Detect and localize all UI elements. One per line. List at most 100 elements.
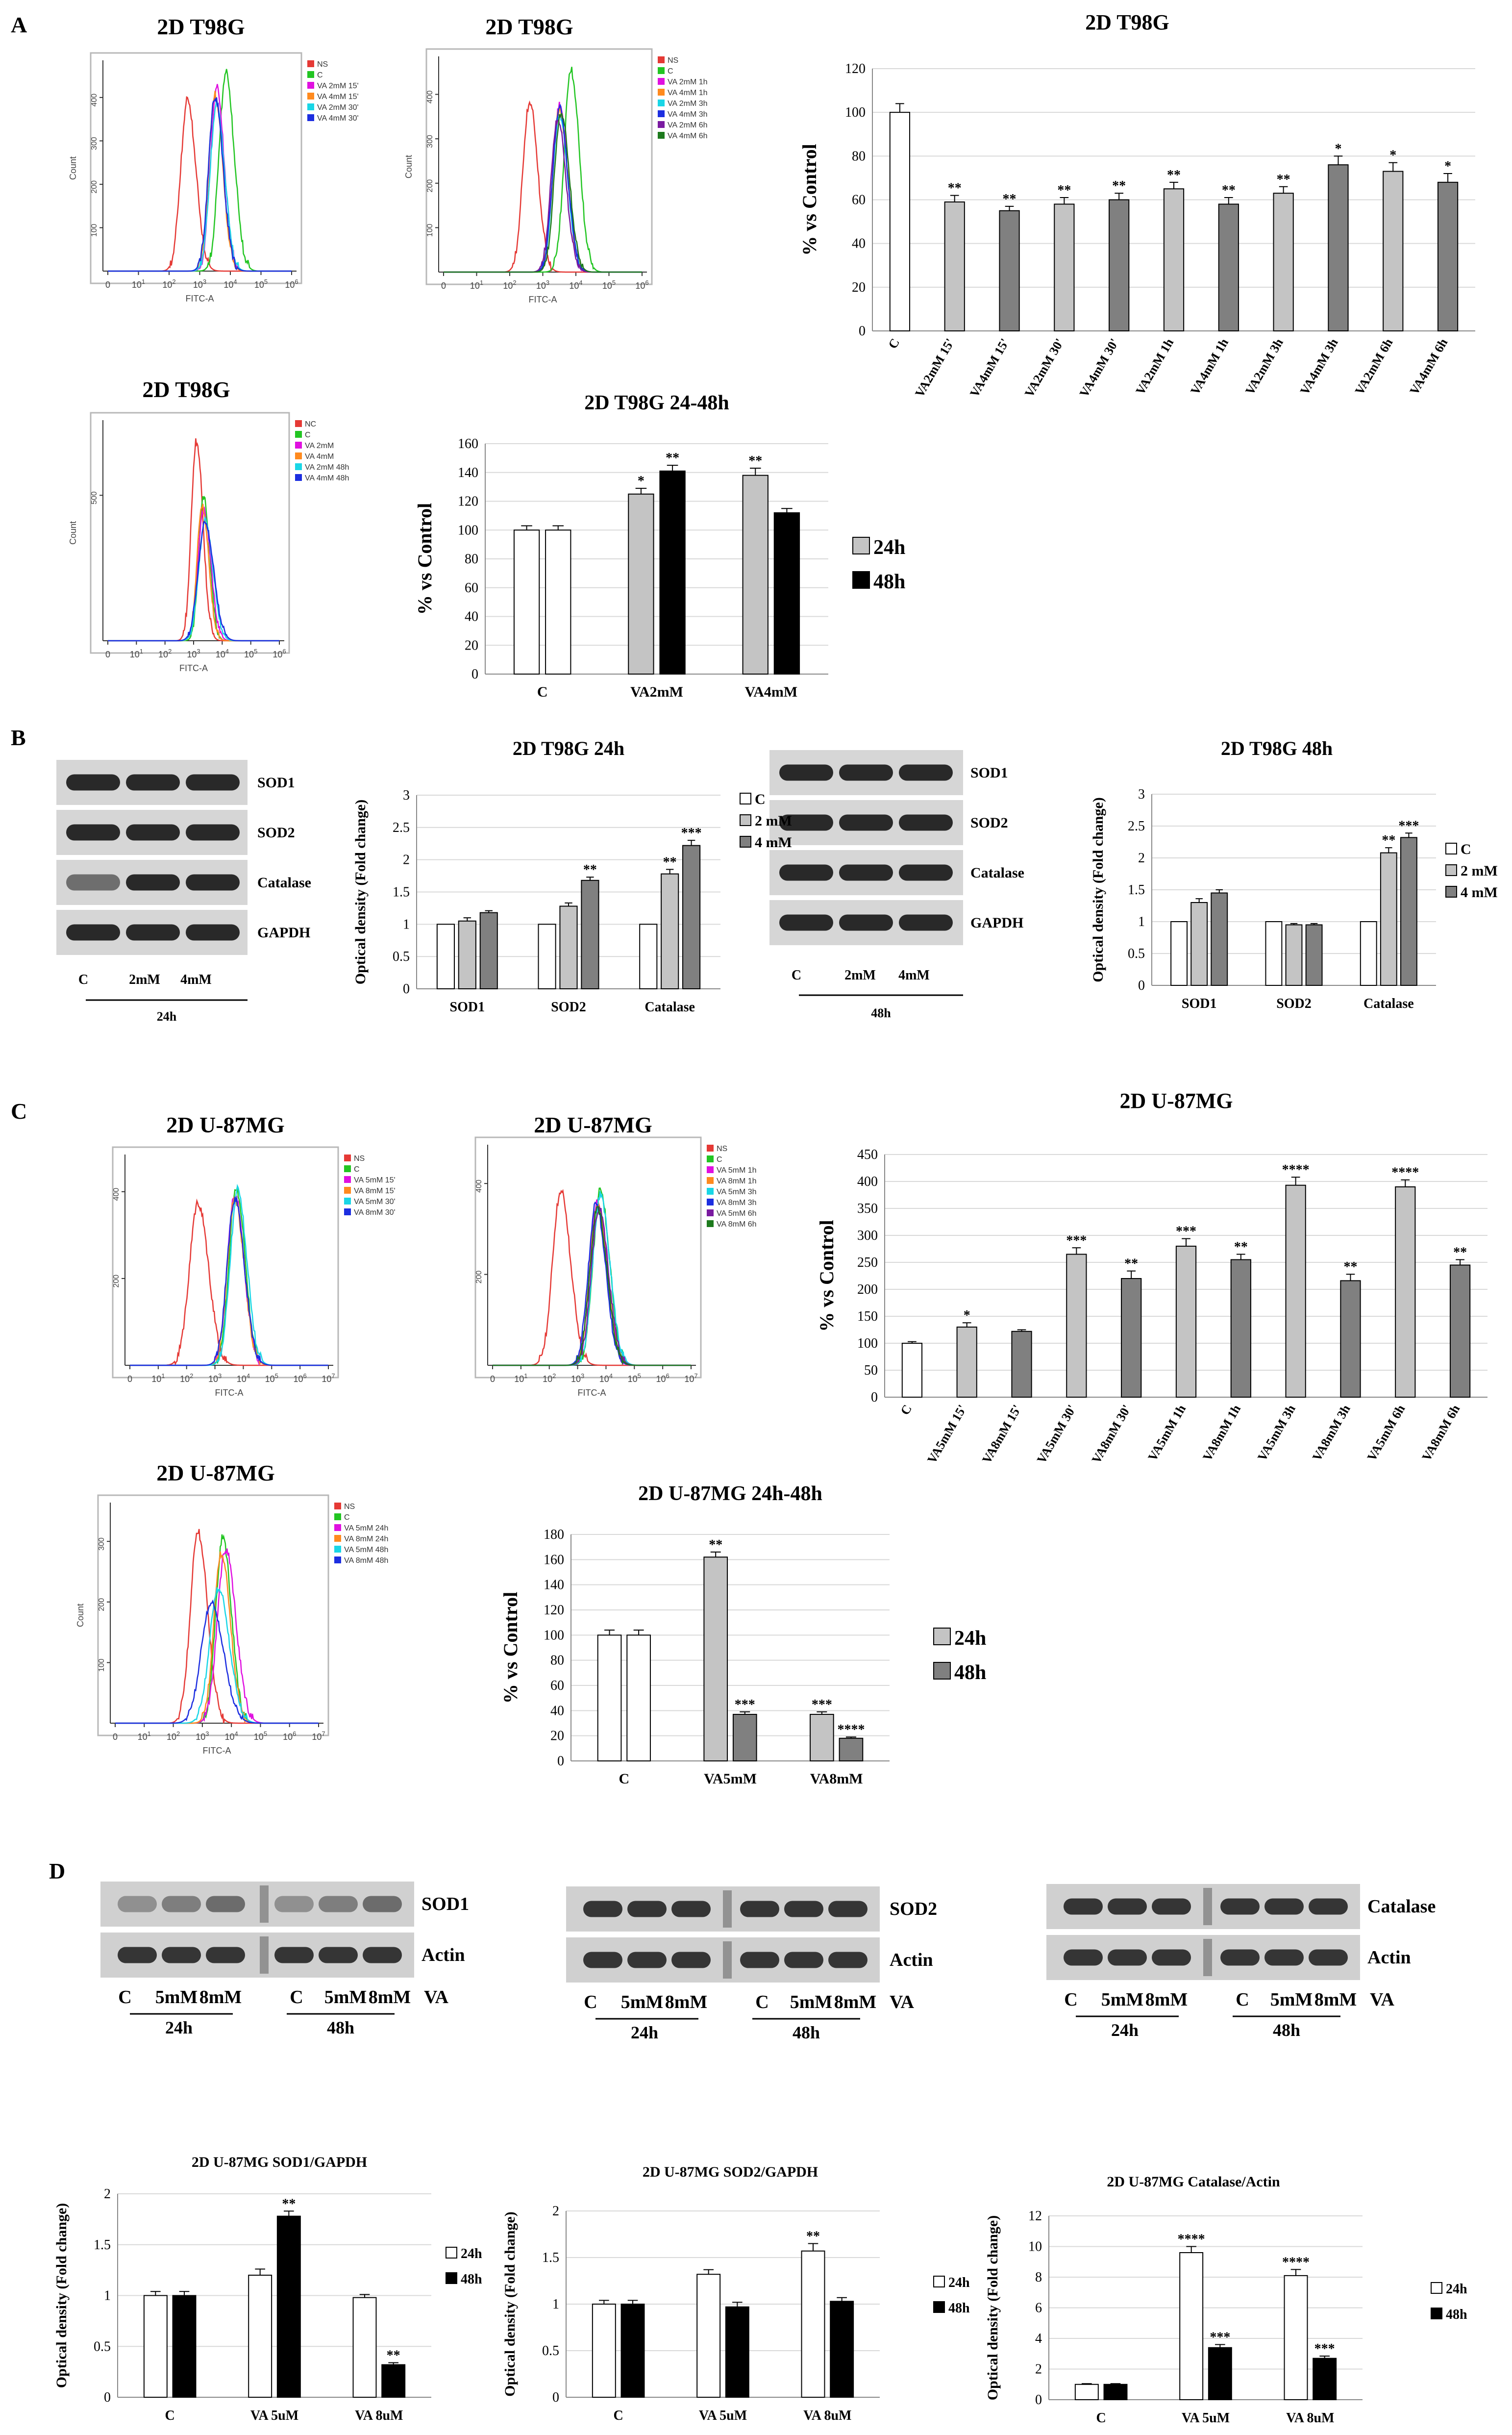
y-tick-label: 60 — [465, 580, 478, 596]
x-tick-exponent: 4 — [247, 1372, 250, 1380]
x-tick-exponent: 7 — [331, 1372, 335, 1380]
y-tick-label: 80 — [465, 552, 478, 567]
bar-1 — [901, 1343, 923, 1398]
y-tick-label: 40 — [550, 1703, 564, 1718]
legend-swatch — [307, 103, 314, 110]
legend-swatch — [295, 420, 302, 427]
y-axis-label: Count — [75, 1604, 85, 1627]
legend-label: 48h — [948, 2301, 970, 2316]
y-tick-label: 1 — [104, 2288, 111, 2304]
y-axis-label: % vs Control — [499, 1592, 521, 1704]
legend-swatch — [658, 56, 665, 63]
x-tick-label: SOD1 — [1182, 996, 1217, 1011]
y-tick-label: 4 — [1035, 2331, 1042, 2346]
legend-label: VA 5mM 15' — [354, 1176, 396, 1184]
legend-swatch — [334, 1513, 341, 1520]
legend-label: NS — [344, 1503, 355, 1511]
blot-band — [1064, 1949, 1103, 1966]
blot-row-label: SOD2 — [970, 815, 1008, 831]
y-axis-label: Optical density (Fold change) — [502, 2211, 518, 2397]
legend-label: VA 4mM 6h — [668, 132, 708, 140]
y-tick-label: 3 — [403, 788, 410, 803]
plot-frame — [90, 412, 290, 654]
y-axis-label: % vs Control — [414, 503, 436, 615]
blot-lane-label: 8mM — [199, 1987, 242, 2008]
chart-title: 2D U-87MG Catalase/Actin — [1107, 2174, 1280, 2190]
legend-label: NS — [317, 60, 328, 69]
blot-lane-label: C — [290, 1987, 303, 2008]
legend-swatch — [658, 100, 665, 106]
chart-title: 2D U-87MG SOD2/GAPDH — [643, 2164, 818, 2180]
chart-title: 2D U-87MG 24h-48h — [638, 1482, 822, 1505]
legend-swatch — [295, 431, 302, 438]
legend-label: VA 4mM 3h — [668, 110, 708, 119]
bar-2mM-1 — [458, 920, 476, 989]
blot-time-label: 48h — [871, 1006, 891, 1020]
chart-title: 2D T98G 24-48h — [584, 392, 729, 414]
legend-label: VA 2mM 48h — [305, 463, 349, 472]
legend-swatch — [446, 2272, 457, 2284]
x-tick-exponent: 2 — [176, 1730, 180, 1737]
bar-6 — [1175, 1246, 1197, 1398]
blot-row-label: Actin — [1367, 1947, 1411, 1968]
bar-2 — [956, 1327, 977, 1398]
bar-24h-2 — [1179, 2252, 1204, 2400]
significance-marker: *** — [1398, 818, 1419, 833]
x-tick-label: 105 — [602, 279, 616, 291]
x-tick-exponent: 4 — [609, 1372, 613, 1380]
x-tick-label: C — [619, 1771, 629, 1787]
blot-band — [319, 1947, 358, 1963]
y-tick-label: 1.5 — [542, 2250, 559, 2265]
bar-11 — [1437, 181, 1459, 331]
chart-b1: 2D T98G 24h 0 0.5 1 1.5 2 2.5 3 Optical density … — [352, 737, 792, 1015]
legend-label: VA 8mM 24h — [344, 1535, 388, 1543]
y-tick-label: 100 — [98, 1658, 106, 1672]
y-tick-label: 0 — [859, 324, 866, 339]
blot-row-label: Actin — [890, 1950, 933, 1970]
legend-label: VA 8mM 1h — [717, 1177, 757, 1185]
legend-swatch — [933, 2301, 945, 2313]
x-axis-label: FITC-A — [186, 294, 214, 303]
bar-2mM-2 — [559, 905, 578, 990]
significance-marker: * — [1444, 159, 1451, 174]
significance-marker: **** — [1391, 1165, 1419, 1180]
y-tick-label: 0 — [403, 981, 410, 997]
y-tick-label: 200 — [475, 1270, 483, 1283]
blot-band — [186, 924, 240, 941]
x-tick-label: 0 — [105, 280, 110, 290]
bar-4mM-1 — [479, 912, 498, 989]
histogram-title: 2D U-87MG — [156, 1460, 274, 1485]
blot-band — [839, 764, 893, 781]
bar-48h-1 — [626, 1634, 651, 1761]
significance-marker: ** — [1003, 192, 1016, 207]
legend-label: 4 mM — [755, 834, 792, 851]
blot-band — [1220, 1949, 1260, 1966]
y-tick-label: 1.5 — [393, 885, 410, 900]
legend-label: 48h — [954, 1661, 986, 1684]
x-tick-exponent: 1 — [142, 278, 145, 285]
bar-C-1 — [436, 924, 455, 990]
blot-ladder — [1203, 1939, 1212, 1976]
bar-2 — [944, 201, 965, 331]
blot-band — [1264, 1949, 1304, 1966]
x-tick-exponent: 2 — [513, 279, 516, 286]
legend-label: NS — [717, 1145, 727, 1153]
y-tick-label: 150 — [857, 1309, 878, 1324]
blot-lane-label: 2mM — [844, 968, 876, 983]
bar-7 — [1218, 203, 1239, 331]
blot-time-label: 48h — [1273, 2020, 1300, 2040]
blot-band — [206, 1896, 245, 1912]
x-tick-label: C — [537, 684, 548, 700]
significance-marker: **** — [837, 1722, 865, 1737]
blot-row-label: GAPDH — [257, 925, 310, 941]
y-tick-label: 10 — [1028, 2239, 1042, 2255]
significance-marker: ** — [1057, 183, 1071, 198]
blot-band — [583, 1901, 622, 1917]
legend-label: VA 2mM 1h — [668, 78, 708, 86]
x-tick-label: VA 5uM — [699, 2408, 747, 2423]
y-tick-label: 0.5 — [1128, 946, 1145, 961]
legend-swatch — [707, 1209, 714, 1216]
legend-swatch — [707, 1220, 714, 1227]
bar-8 — [1285, 1184, 1306, 1398]
legend-swatch — [295, 474, 302, 481]
